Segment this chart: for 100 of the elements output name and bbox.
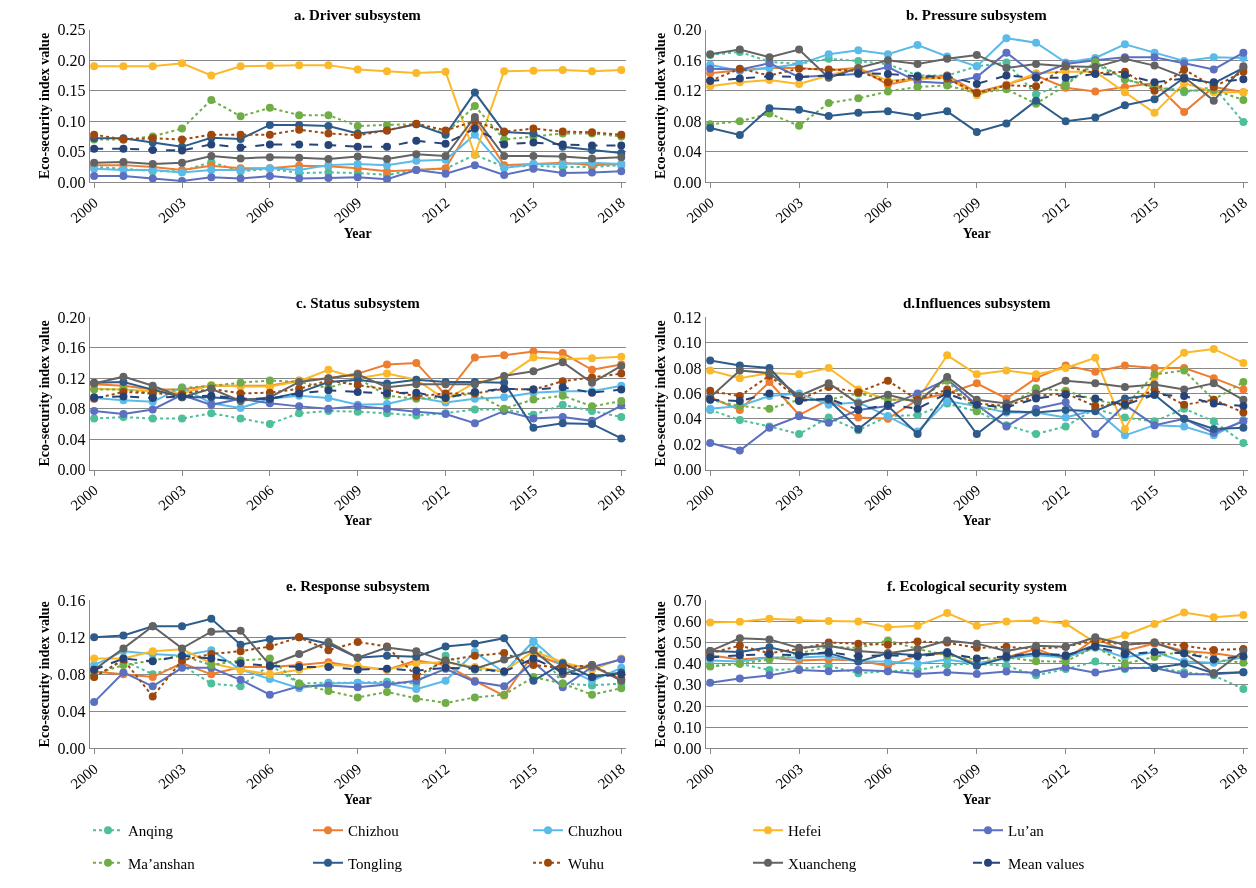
x-tick-label: 2006 — [243, 760, 277, 793]
x-tick-label: 2012 — [419, 760, 453, 793]
legend-label: Xuancheng — [788, 855, 857, 872]
y-tick-label: 0.40 — [673, 655, 702, 673]
y-tick-label: 0.00 — [673, 173, 702, 191]
y-tick-label: 0.05 — [57, 143, 86, 161]
y-tick-label: 0.10 — [673, 718, 702, 736]
y-tick-label: 0.25 — [57, 21, 86, 39]
x-tick-label: 2012 — [419, 194, 453, 227]
chart-title: c. Status subsystem — [296, 295, 421, 311]
y-tick-label: 0.20 — [673, 697, 702, 715]
x-tick-label: 2003 — [772, 194, 806, 227]
y-tick-label: 0.30 — [673, 676, 702, 694]
legend-label: Anqing — [128, 823, 174, 840]
x-tick-label: 2006 — [861, 194, 896, 227]
y-tick-label: 0.00 — [673, 461, 702, 479]
y-tick-label: 0.12 — [673, 82, 702, 100]
x-axis-title: Year — [343, 513, 372, 529]
x-tick-label: 2012 — [1039, 194, 1073, 227]
y-axis-title: Eco-security index value — [37, 32, 53, 180]
x-tick-label: 2000 — [67, 760, 101, 793]
x-tick-label: 2018 — [1216, 481, 1251, 514]
y-tick-label: 0.00 — [57, 173, 86, 191]
x-tick-label: 2015 — [1128, 760, 1162, 793]
y-axis-title: Eco-security index value — [653, 320, 669, 467]
y-tick-label: 0.15 — [57, 82, 86, 100]
y-tick-label: 0.08 — [57, 665, 86, 683]
x-tick-label: 2000 — [683, 481, 717, 514]
chart-title: a. Driver subsystem — [294, 7, 422, 23]
x-tick-label: 2012 — [419, 481, 453, 514]
x-tick-label: 2003 — [155, 760, 189, 793]
x-tick-label: 2015 — [1128, 194, 1162, 227]
legend-label: Wuhu — [568, 855, 605, 872]
x-tick-label: 2009 — [950, 760, 984, 793]
y-tick-label: 0.04 — [673, 143, 702, 161]
legend-label: Tongling — [348, 855, 403, 872]
y-tick-label: 0.12 — [673, 308, 702, 326]
legend-label: Lu’an — [1008, 823, 1045, 840]
x-tick-label: 2003 — [772, 481, 806, 514]
x-tick-label: 2006 — [861, 760, 896, 793]
x-axis-title: Year — [343, 792, 372, 808]
chart-title: d.Influences subsystem — [903, 295, 1052, 311]
legend-label: Chizhou — [348, 823, 400, 840]
y-tick-label: 0.10 — [673, 334, 702, 352]
legend-label: Hefei — [788, 823, 822, 840]
chart-title: f. Ecological security system — [887, 578, 1068, 594]
x-tick-label: 2003 — [155, 194, 189, 227]
x-tick-label: 2003 — [772, 760, 806, 793]
legend-label: Chuzhou — [568, 823, 623, 840]
x-tick-label: 2000 — [67, 194, 101, 227]
legend-label: Ma’anshan — [128, 855, 196, 872]
x-tick-label: 2000 — [683, 194, 717, 227]
x-tick-label: 2018 — [594, 194, 629, 227]
y-tick-label: 0.04 — [673, 410, 702, 428]
x-axis-title: Year — [962, 792, 991, 808]
x-axis-title: Year — [962, 226, 991, 242]
x-axis-title: Year — [343, 226, 372, 242]
x-tick-label: 2015 — [506, 760, 541, 793]
y-axis-title: Eco-security index value — [37, 601, 53, 748]
y-tick-label: 0.04 — [57, 430, 86, 448]
chart-title: b. Pressure subsystem — [906, 7, 1048, 23]
y-tick-label: 0.12 — [57, 628, 86, 646]
y-tick-label: 0.20 — [57, 51, 86, 69]
y-tick-label: 0.20 — [57, 308, 86, 326]
y-axis-title: Eco-security index value — [653, 601, 669, 748]
y-tick-label: 0.00 — [57, 461, 86, 479]
y-tick-label: 0.08 — [673, 359, 702, 377]
y-tick-label: 0.16 — [673, 51, 702, 69]
y-tick-label: 0.08 — [57, 400, 86, 418]
y-tick-label: 0.04 — [57, 702, 86, 720]
y-tick-label: 0.06 — [673, 385, 702, 403]
chart-title: e. Response subsystem — [286, 578, 431, 594]
y-tick-label: 0.10 — [57, 112, 86, 130]
y-tick-label: 0.02 — [673, 435, 702, 453]
y-tick-label: 0.00 — [57, 739, 86, 757]
x-tick-label: 2009 — [950, 481, 984, 514]
y-tick-label: 0.08 — [673, 112, 702, 130]
x-tick-label: 2006 — [243, 194, 277, 227]
y-tick-label: 0.50 — [673, 634, 702, 652]
y-tick-label: 0.70 — [673, 591, 702, 609]
x-tick-label: 2018 — [1216, 760, 1251, 793]
x-tick-label: 2009 — [950, 194, 984, 227]
x-tick-label: 2012 — [1039, 760, 1073, 793]
x-tick-label: 2012 — [1039, 481, 1073, 514]
x-tick-label: 2018 — [1216, 194, 1251, 227]
y-tick-label: 0.20 — [673, 21, 702, 39]
x-tick-label: 2009 — [331, 760, 365, 793]
x-axis-title: Year — [962, 513, 991, 529]
x-tick-label: 2015 — [506, 194, 541, 227]
x-tick-label: 2000 — [683, 760, 717, 793]
x-tick-label: 2009 — [331, 481, 365, 514]
legend-label: Mean values — [1008, 855, 1085, 872]
x-tick-label: 2018 — [594, 760, 629, 793]
y-tick-label: 0.16 — [57, 339, 86, 357]
x-tick-label: 2000 — [67, 481, 101, 514]
y-axis-title: Eco-security index value — [653, 32, 669, 180]
y-axis-title: Eco-security index value — [37, 320, 53, 467]
y-tick-label: 0.16 — [57, 591, 86, 609]
x-tick-label: 2003 — [155, 481, 189, 514]
y-tick-label: 0.12 — [57, 369, 86, 387]
